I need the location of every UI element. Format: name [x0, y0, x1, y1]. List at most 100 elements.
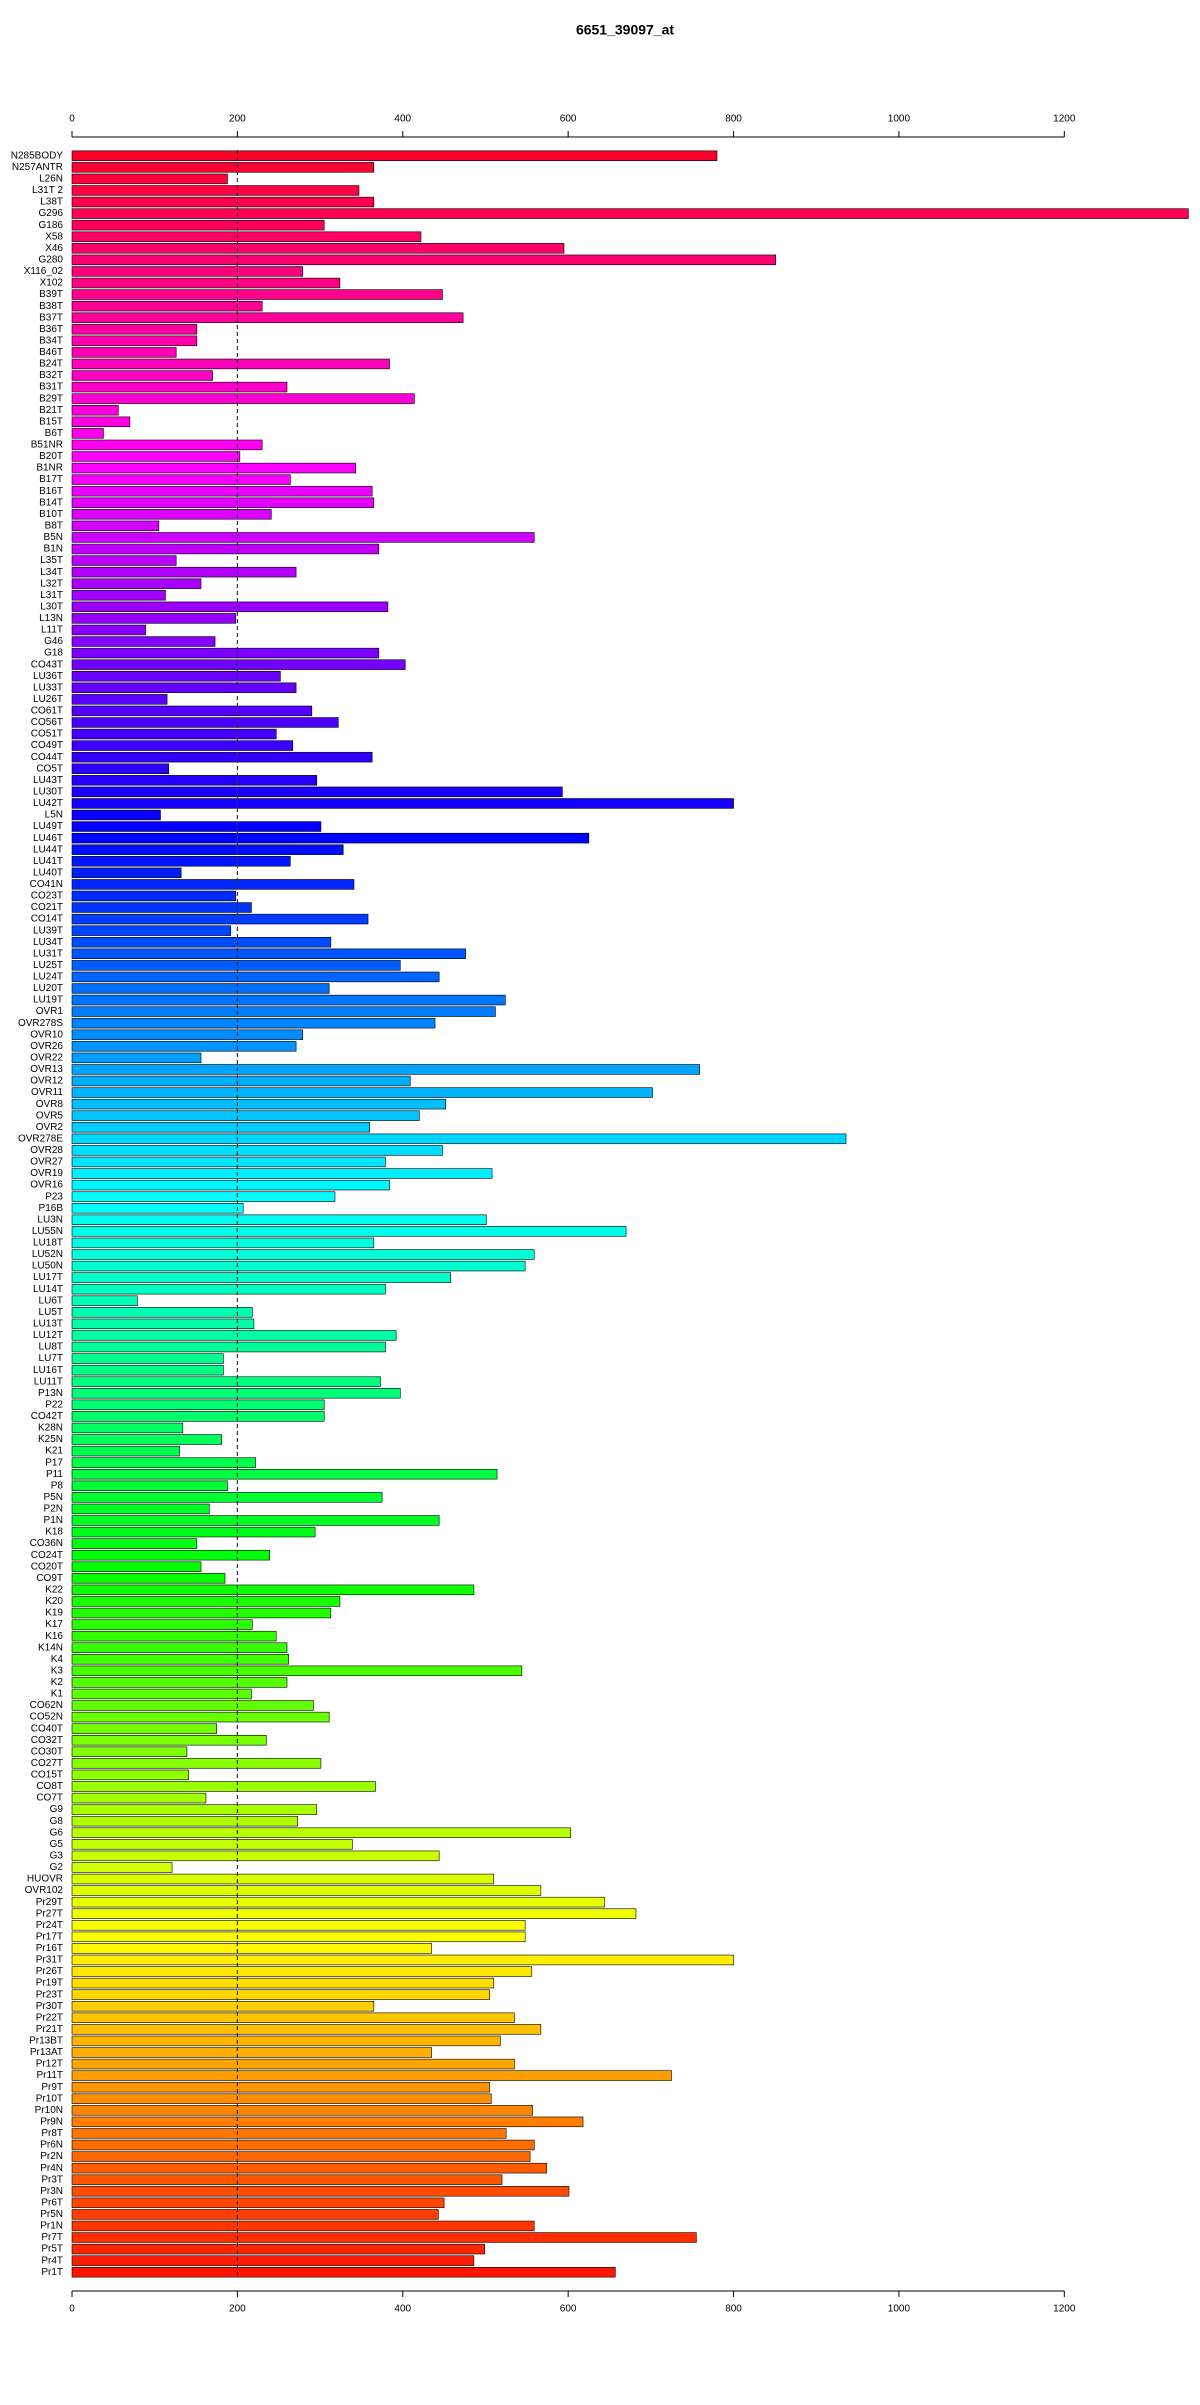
bar [71, 1445, 180, 1457]
y-tick-label: Pr8T [41, 2128, 63, 2139]
bar [71, 2058, 515, 2070]
bar [71, 1480, 228, 1491]
bar [71, 1735, 267, 1746]
bar [71, 1364, 224, 1376]
y-tick-label: B29T [39, 393, 63, 404]
bar [71, 1908, 637, 1919]
y-tick-label: LU26T [33, 694, 63, 705]
y-tick-label: Pr2N [40, 2151, 63, 2162]
y-tick-label: Pr31T [36, 1955, 63, 1966]
bar [71, 832, 590, 844]
y-tick-label: Pr10T [36, 2093, 63, 2104]
y-tick-label: B16T [39, 486, 63, 497]
bar [71, 1249, 535, 1260]
bar [71, 1283, 386, 1295]
bar [71, 994, 506, 1006]
bar [71, 2151, 531, 2162]
y-tick-label: OVR5 [36, 1110, 64, 1121]
bar [71, 2070, 672, 2081]
y-tick-label: Pr30T [36, 2001, 63, 2012]
y-tick-label: LU25T [33, 960, 63, 971]
y-tick-label: X116_02 [24, 266, 64, 277]
bar [71, 671, 281, 682]
bar [71, 659, 406, 670]
bar [71, 1156, 386, 1168]
y-tick-label: OVR16 [30, 1180, 63, 1191]
bar [71, 1688, 252, 1700]
bar [71, 867, 182, 879]
y-tick-label: N285BODY [11, 150, 64, 161]
bar [71, 1434, 222, 1445]
y-tick-label: Pr10N [35, 2105, 63, 2116]
y-tick-label: CO51T [31, 729, 63, 740]
y-tick-label: OVR19 [30, 1168, 63, 1179]
y-tick-label: Pr22T [36, 2012, 63, 2023]
y-tick-label: B1N [44, 544, 63, 555]
bar [71, 1318, 255, 1330]
bar [71, 1388, 401, 1399]
y-tick-label: LU13T [33, 1319, 63, 1330]
y-tick-label: G3 [50, 1851, 64, 1862]
y-tick-label: CO32T [31, 1735, 63, 1746]
bar [71, 1341, 386, 1353]
y-tick-label: K25N [38, 1434, 63, 1445]
bar [71, 1954, 734, 1966]
bar [71, 682, 297, 693]
bar [71, 2128, 507, 2139]
bar [71, 2093, 492, 2104]
bar [71, 1179, 390, 1191]
y-tick-label: CO42T [31, 1411, 63, 1422]
bar [71, 856, 291, 867]
y-tick-label: LU40T [33, 867, 63, 878]
y-tick-label: K20 [45, 1596, 63, 1607]
y-tick-label: K2 [51, 1677, 64, 1688]
y-tick-label: Pr1T [41, 2267, 63, 2278]
bar [71, 1353, 224, 1364]
y-tick-label: G5 [50, 1839, 64, 1850]
bar [71, 1052, 202, 1064]
y-tick-label: Pr13BT [29, 2036, 63, 2047]
bar [71, 312, 464, 323]
y-tick-label: G9 [50, 1804, 64, 1815]
bar [71, 1931, 526, 1943]
y-tick-label: CO27T [31, 1758, 63, 1769]
bar [71, 1133, 847, 1145]
bar [71, 1064, 700, 1075]
bar [71, 2047, 433, 2058]
y-tick-label: B14T [39, 497, 63, 508]
bar [71, 289, 443, 300]
bar [71, 2243, 485, 2255]
bar [71, 1654, 289, 1665]
bar [71, 948, 466, 959]
bar [71, 2081, 490, 2093]
y-tick-label: LU6T [39, 1295, 63, 1306]
y-tick-label: P11 [46, 1469, 63, 1480]
bar [71, 1584, 475, 1596]
y-tick-label: LU3N [37, 1214, 63, 1225]
y-tick-label: B34T [39, 335, 63, 346]
x-tick-label: 800 [725, 2304, 742, 2315]
bar [71, 1665, 523, 1677]
y-tick-label: CO8T [36, 1781, 63, 1792]
y-tick-label: Pr9N [40, 2117, 63, 2128]
bar [71, 2174, 503, 2185]
bar [71, 173, 228, 185]
y-tick-label: OVR2 [36, 1122, 64, 1133]
y-tick-label: L26N [39, 174, 63, 185]
y-tick-label: Pr11T [37, 2070, 64, 2081]
y-tick-label: L11T [41, 625, 63, 636]
bar [71, 219, 325, 231]
y-tick-label: LU44T [33, 844, 63, 855]
y-tick-label: CO14T [31, 914, 63, 925]
bar [71, 266, 304, 277]
bar [71, 751, 373, 763]
bar [71, 578, 202, 589]
bar [71, 462, 356, 474]
bar [71, 405, 119, 416]
y-tick-label: Pr27T [36, 1908, 63, 1919]
y-tick-label: CO15T [31, 1770, 63, 1781]
y-tick-label: B8T [45, 521, 63, 532]
bar [71, 1827, 571, 1838]
bar [71, 474, 291, 485]
bar [71, 1920, 526, 1931]
